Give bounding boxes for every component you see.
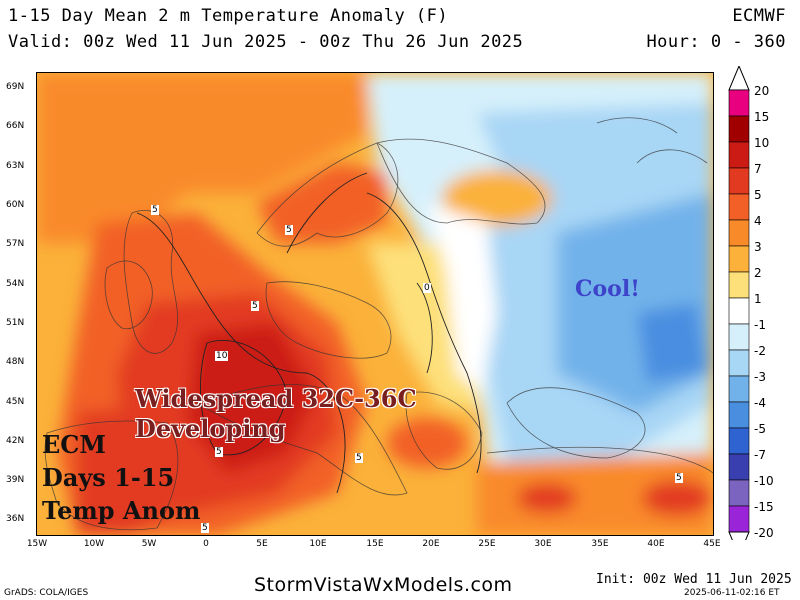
colorbar-label: -7 [754,448,766,462]
colorbar-bottom-arrow [728,531,750,540]
colorbar-segment [728,479,750,507]
lon-label: 45E [703,539,721,549]
colorbar-label: 7 [754,162,762,176]
colorbar-label: -10 [754,474,774,488]
lon-label: 10E [309,539,327,549]
map-canvas [37,73,713,535]
colorbar-segment [728,193,750,221]
colorbar-label: -2 [754,344,766,358]
ecm-annotation-line: ECM [42,430,106,459]
lat-label: 42N [6,436,25,446]
lon-label: 5E [256,539,268,549]
valid-period: Valid: 00z Wed 11 Jun 2025 - 00z Thu 26 … [8,32,524,52]
colorbar-label: -1 [754,318,766,332]
contour-label: 5 [355,453,363,463]
cool-annotation: Cool! [575,276,640,302]
colorbar-label: 1 [754,292,762,306]
lon-label: 40E [647,539,665,549]
lon-label: 20E [422,539,440,549]
colorbar-label: 5 [754,188,762,202]
lat-label: 51N [6,318,25,328]
colorbar-segment [728,271,750,299]
heat-annotation-line: Developing [135,414,286,443]
colorbar-segment [728,141,750,169]
colorbar-label: 20 [754,84,770,98]
ecm-annotation-line: Temp Anom [42,496,201,525]
colorbar-segment [728,245,750,273]
lon-label: 0 [203,539,209,549]
contour-label: 5 [201,523,209,533]
colorbar-label: -20 [754,526,774,540]
anomaly-map: 5 5 5 10 5 5 0 5 5 [36,72,714,536]
colorbar-segment [728,375,750,403]
colorbar-segment [728,349,750,377]
lat-label: 69N [6,82,25,92]
colorbar-label: 2 [754,266,762,280]
contour-label: 5 [251,301,259,311]
colorbar-top-arrow [728,66,750,91]
lat-label: 48N [6,357,25,367]
colorbar-segment [728,115,750,143]
lat-label: 45N [6,397,25,407]
colorbar-label: -5 [754,422,766,436]
lat-label: 66N [6,121,25,131]
grads-credit: GrADS: COLA/IGES [4,588,89,598]
colorbar-segment [728,323,750,351]
lon-label: 30E [534,539,552,549]
contour-label: 0 [423,283,431,293]
colorbar-segment [728,219,750,247]
lon-label: 10W [83,539,105,549]
contour-lines [136,172,482,494]
colorbar-label: -15 [754,500,774,514]
lat-label: 54N [6,279,25,289]
lon-label: 15E [366,539,384,549]
contour-label: 5 [675,473,683,483]
contour-label: 5 [215,447,223,457]
ecm-annotation-line: Days 1-15 [42,463,175,492]
lon-label: 15W [26,539,48,549]
lat-label: 57N [6,239,25,249]
colorbar-label: 15 [754,110,770,124]
contour-label: 10 [215,351,229,361]
lat-label: 60N [6,200,25,210]
contour-label: 5 [285,225,293,235]
forecast-hours: Hour: 0 - 360 [646,32,786,52]
colorbar-segment [728,453,750,481]
map-title: 1-15 Day Mean 2 m Temperature Anomaly (F… [8,6,449,26]
lon-label: 35E [591,539,609,549]
colorbar-segment [728,401,750,429]
colorbar-label: -3 [754,370,766,384]
colorbar-label: -4 [754,396,766,410]
colorbar-segment [728,89,750,117]
colorbar [728,66,750,540]
colorbar-label: 10 [754,136,770,150]
coastlines [44,117,713,531]
colorbar-segment [728,297,750,325]
colorbar-label: 4 [754,214,762,228]
heat-annotation: Widespread 32C-36C Developing [135,384,417,444]
model-name: ECMWF [732,6,786,26]
ecm-annotation: ECM Days 1-15 Temp Anom [42,428,200,527]
contour-label: 5 [151,205,159,215]
lon-label: 5W [141,539,157,549]
colorbar-label: 3 [754,240,762,254]
lat-label: 39N [6,475,25,485]
timestamp: 2025-06-11-02:16 ET [684,588,780,598]
lon-label: 25E [478,539,496,549]
init-time: Init: 00z Wed 11 Jun 2025 [596,572,792,587]
lat-label: 63N [6,161,25,171]
colorbar-segment [728,505,750,533]
lat-label: 36N [6,514,25,524]
heat-annotation-line: Widespread 32C-36C [135,384,417,413]
site-name[interactable]: StormVistaWxModels.com [254,574,513,596]
colorbar-segment [728,167,750,195]
colorbar-segment [728,427,750,455]
